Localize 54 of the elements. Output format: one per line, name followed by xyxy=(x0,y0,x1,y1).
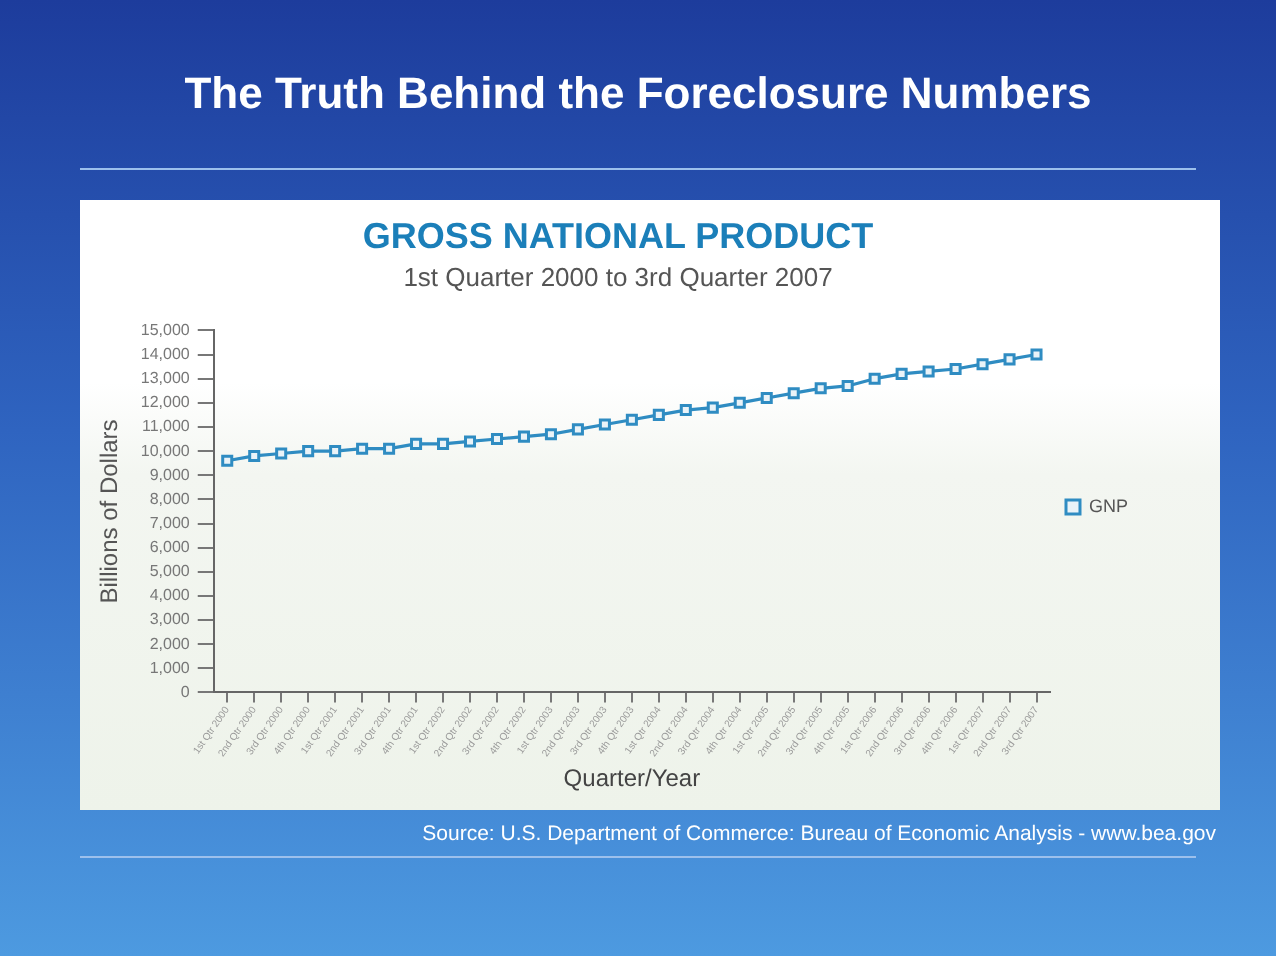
x-axis-title: Quarter/Year xyxy=(563,764,701,793)
point xyxy=(841,379,854,392)
point xyxy=(733,396,746,409)
point xyxy=(922,365,935,378)
y-tick-label: 6,000 xyxy=(149,538,191,557)
point xyxy=(787,387,800,400)
point xyxy=(814,382,827,395)
point xyxy=(437,437,450,450)
point xyxy=(275,447,288,460)
point xyxy=(517,430,530,443)
point xyxy=(383,442,396,455)
point xyxy=(248,449,261,462)
y-tick-label: 15,000 xyxy=(140,320,191,339)
chart-title: GROSS NATIONAL PRODUCT xyxy=(362,215,874,256)
point xyxy=(329,445,342,458)
y-axis-title: Billions of Dollars xyxy=(95,419,124,604)
y-tick-label: 5,000 xyxy=(149,562,191,581)
point xyxy=(949,363,962,376)
point xyxy=(356,442,369,455)
point xyxy=(760,391,773,405)
point xyxy=(1030,348,1043,361)
y-tick-label: 12,000 xyxy=(140,393,191,412)
point xyxy=(221,454,234,467)
point xyxy=(544,428,557,441)
point xyxy=(868,372,881,385)
y-tick-label: 7,000 xyxy=(149,513,191,532)
point xyxy=(706,401,719,414)
point xyxy=(490,433,504,446)
y-tick-label: 3,000 xyxy=(149,610,191,629)
point xyxy=(652,408,665,421)
y-tick-label: 2,000 xyxy=(149,634,191,653)
y-tick-label: 1,000 xyxy=(149,658,191,677)
y-tick-label: 8,000 xyxy=(149,489,191,508)
point xyxy=(1003,353,1016,366)
point xyxy=(895,367,908,380)
y-tick-label: 13,000 xyxy=(140,369,191,388)
point xyxy=(302,445,315,458)
source-note: Source: U.S. Department of Commerce: Bureau of Economic Analysis - www.bea.gov xyxy=(420,822,1216,846)
y-tick-label: 4,000 xyxy=(149,586,191,605)
point xyxy=(571,423,584,436)
point xyxy=(625,413,638,426)
y-tick-label: 11,000 xyxy=(141,417,191,436)
point xyxy=(679,404,692,417)
point xyxy=(976,358,989,371)
text: The Truth Behind the Foreclosure Numbers xyxy=(182,68,1094,120)
y-tick-label: 14,000 xyxy=(140,344,191,363)
y-tick-label: 9,000 xyxy=(149,465,191,484)
y-tick-label: 10,000 xyxy=(140,441,191,460)
chart-subtitle: 1st Quarter 2000 to 3rd Quarter 2007 xyxy=(403,261,833,292)
point xyxy=(598,418,611,431)
point xyxy=(410,437,423,450)
y-tick-label: 0 xyxy=(180,682,191,701)
point xyxy=(463,435,477,448)
legend-label: GNP xyxy=(1088,495,1129,516)
